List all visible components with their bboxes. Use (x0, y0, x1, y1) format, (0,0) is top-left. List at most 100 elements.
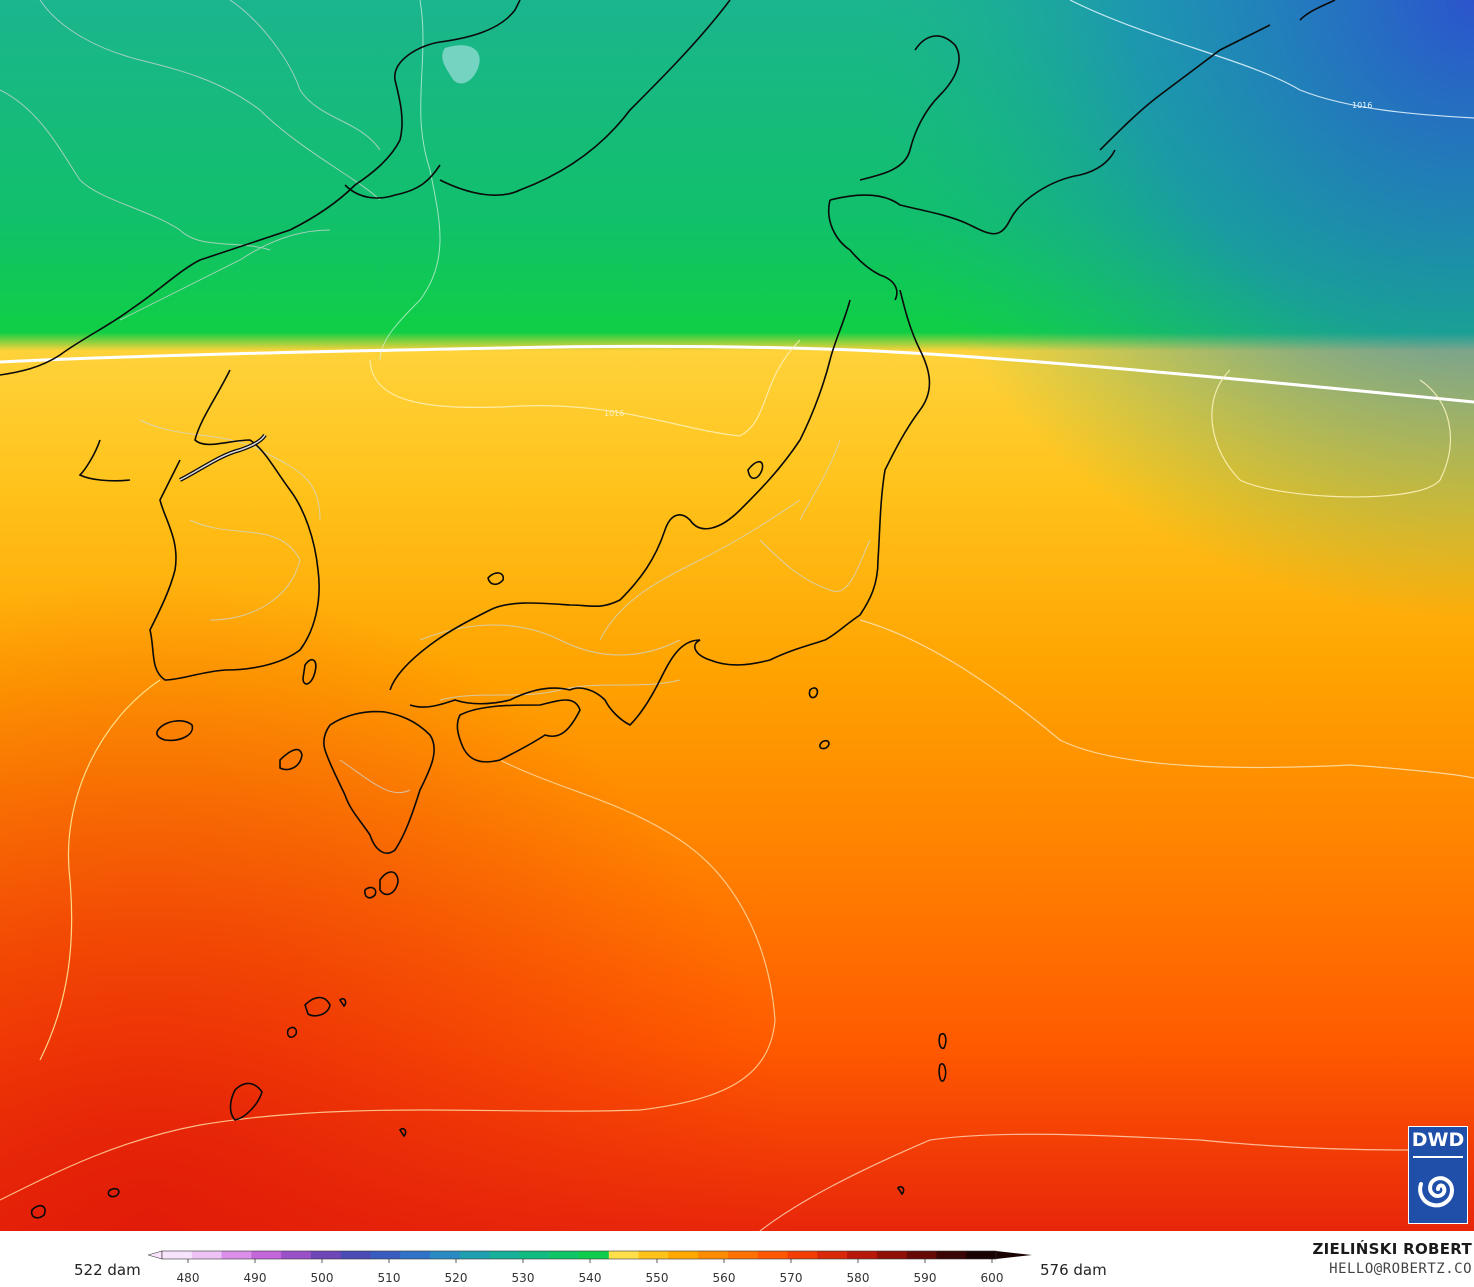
colorbar-segment (519, 1251, 550, 1259)
colorbar-segment (668, 1251, 699, 1259)
isobar-label: 1016 (1352, 101, 1372, 110)
coastline-island (487, 572, 505, 586)
coastline-island (107, 1187, 120, 1198)
legend-max-label: 576 dam (1040, 1261, 1107, 1279)
colorbar-segment (817, 1251, 848, 1259)
coastline-island (286, 1026, 298, 1039)
coastline-island (819, 739, 830, 750)
coastline-mainland (0, 0, 521, 376)
coastline-island (747, 460, 764, 480)
colorbar-segment (787, 1251, 818, 1259)
coastline-kyushu (323, 710, 435, 854)
colorbar-segment (847, 1251, 878, 1259)
colorbar-segment (281, 1251, 312, 1259)
isobar-line (759, 1133, 1409, 1231)
colorbar-segment (340, 1251, 371, 1259)
coastline-island (229, 1082, 263, 1121)
colorbar-segment (906, 1251, 937, 1259)
colorbar-outline (161, 1250, 997, 1260)
coastline-korea (149, 369, 320, 681)
isobar-line (859, 619, 1474, 779)
colorbar-tick-label: 500 (311, 1271, 334, 1285)
isobar-line (1069, 0, 1474, 119)
isobar-line (1211, 369, 1451, 498)
isobar-line (369, 339, 801, 437)
swirl-icon (1418, 1176, 1455, 1208)
isobar-label: 1016 (604, 409, 624, 418)
colorbar-tick-label: 550 (646, 1271, 669, 1285)
isobar-line (379, 0, 441, 361)
colorbar-tick-label: 540 (579, 1271, 602, 1285)
coastline-kurils (1099, 24, 1271, 151)
colorbar-segment (757, 1251, 788, 1259)
colorbar-segment (608, 1251, 640, 1259)
isobar-line (39, 679, 161, 1061)
lake-shape (442, 45, 480, 84)
legend-footer: 522 dam 480 490 500 510 520 530 540 550 560 570 58… (0, 1231, 1474, 1287)
coastline-island (30, 1204, 46, 1219)
coastline-island (896, 1185, 905, 1196)
colorbar-tick-label: 530 (512, 1271, 535, 1285)
coastline-honshu (389, 299, 851, 691)
colorbar-segment (162, 1251, 193, 1259)
colorbar-segment (936, 1251, 967, 1259)
coastline-island (938, 1032, 947, 1050)
coastline-island (302, 658, 317, 685)
river-estuary-line (179, 434, 266, 481)
isobar-line (0, 759, 776, 1201)
colorbar-tick-label: 580 (847, 1271, 870, 1285)
colorbar-tick-label: 510 (378, 1271, 401, 1285)
dwd-logo-text: DWD (1411, 1129, 1465, 1151)
coastline-hokkaido (828, 199, 898, 301)
colorbar-segment (638, 1251, 669, 1259)
forecast-map: 1016 1016 (0, 0, 1474, 1231)
coastline-honshu (769, 289, 931, 661)
coastline-hokkaido (829, 149, 1116, 235)
colorbar-min-arrow (148, 1250, 163, 1260)
colorbar-tick-label: 490 (244, 1271, 267, 1285)
coastline-sakhalin (859, 35, 960, 181)
coastline-korea (78, 439, 131, 482)
author-email: HELLO@ROBERTZ.CO (1329, 1261, 1472, 1277)
coastline-island (938, 1063, 947, 1082)
coastline-mainland (439, 0, 731, 196)
colorbar-tick-label: 600 (981, 1271, 1004, 1285)
coastline-island (1299, 0, 1336, 21)
coastline-shikoku (456, 699, 581, 763)
colorbar-segment (489, 1251, 520, 1259)
coastline-honshu (409, 687, 571, 708)
author-credit: ZIELIŃSKI ROBERT (1312, 1240, 1472, 1258)
colorbar-segment (876, 1251, 908, 1259)
coastline-island (338, 997, 347, 1008)
coastline-island (304, 996, 331, 1017)
colorbar-segment (221, 1251, 252, 1259)
coastline-island (364, 886, 377, 899)
colorbar-segment (400, 1251, 431, 1259)
coastline-island (279, 748, 303, 771)
colorbar-segment (370, 1251, 401, 1259)
colorbar-segment (698, 1251, 729, 1259)
dwd-logo-divider (1413, 1156, 1463, 1158)
colorbar-tick-label: 570 (780, 1271, 803, 1285)
colorbar-segment (459, 1251, 491, 1259)
high-height-region (0, 0, 1474, 1231)
coastline-mainland (344, 164, 441, 199)
colorbar-segment (549, 1251, 580, 1259)
colorbar-tick-label: 480 (177, 1271, 200, 1285)
colorbar-segment (966, 1251, 997, 1259)
colorbar-tick-label: 590 (914, 1271, 937, 1285)
map-svg: 1016 1016 (0, 0, 1474, 1231)
colorbar-tick-label: 520 (445, 1271, 468, 1285)
colorbar-max-arrow (996, 1251, 1032, 1259)
colorbar-segment (579, 1251, 610, 1259)
coastline-honshu (569, 639, 771, 726)
colorbar-segment (727, 1251, 759, 1259)
front-boundary-line (0, 344, 1474, 404)
colorbar-tick-label: 560 (713, 1271, 736, 1285)
coastline-island (156, 720, 194, 742)
legend-min-label: 522 dam (74, 1261, 141, 1279)
colorbar: 480 490 500 510 520 530 540 550 560 570 580 590 600 (148, 1250, 1032, 1285)
coastline-island (398, 1127, 407, 1138)
colorbar-segment (310, 1251, 342, 1259)
colorbar-segment (430, 1251, 461, 1259)
